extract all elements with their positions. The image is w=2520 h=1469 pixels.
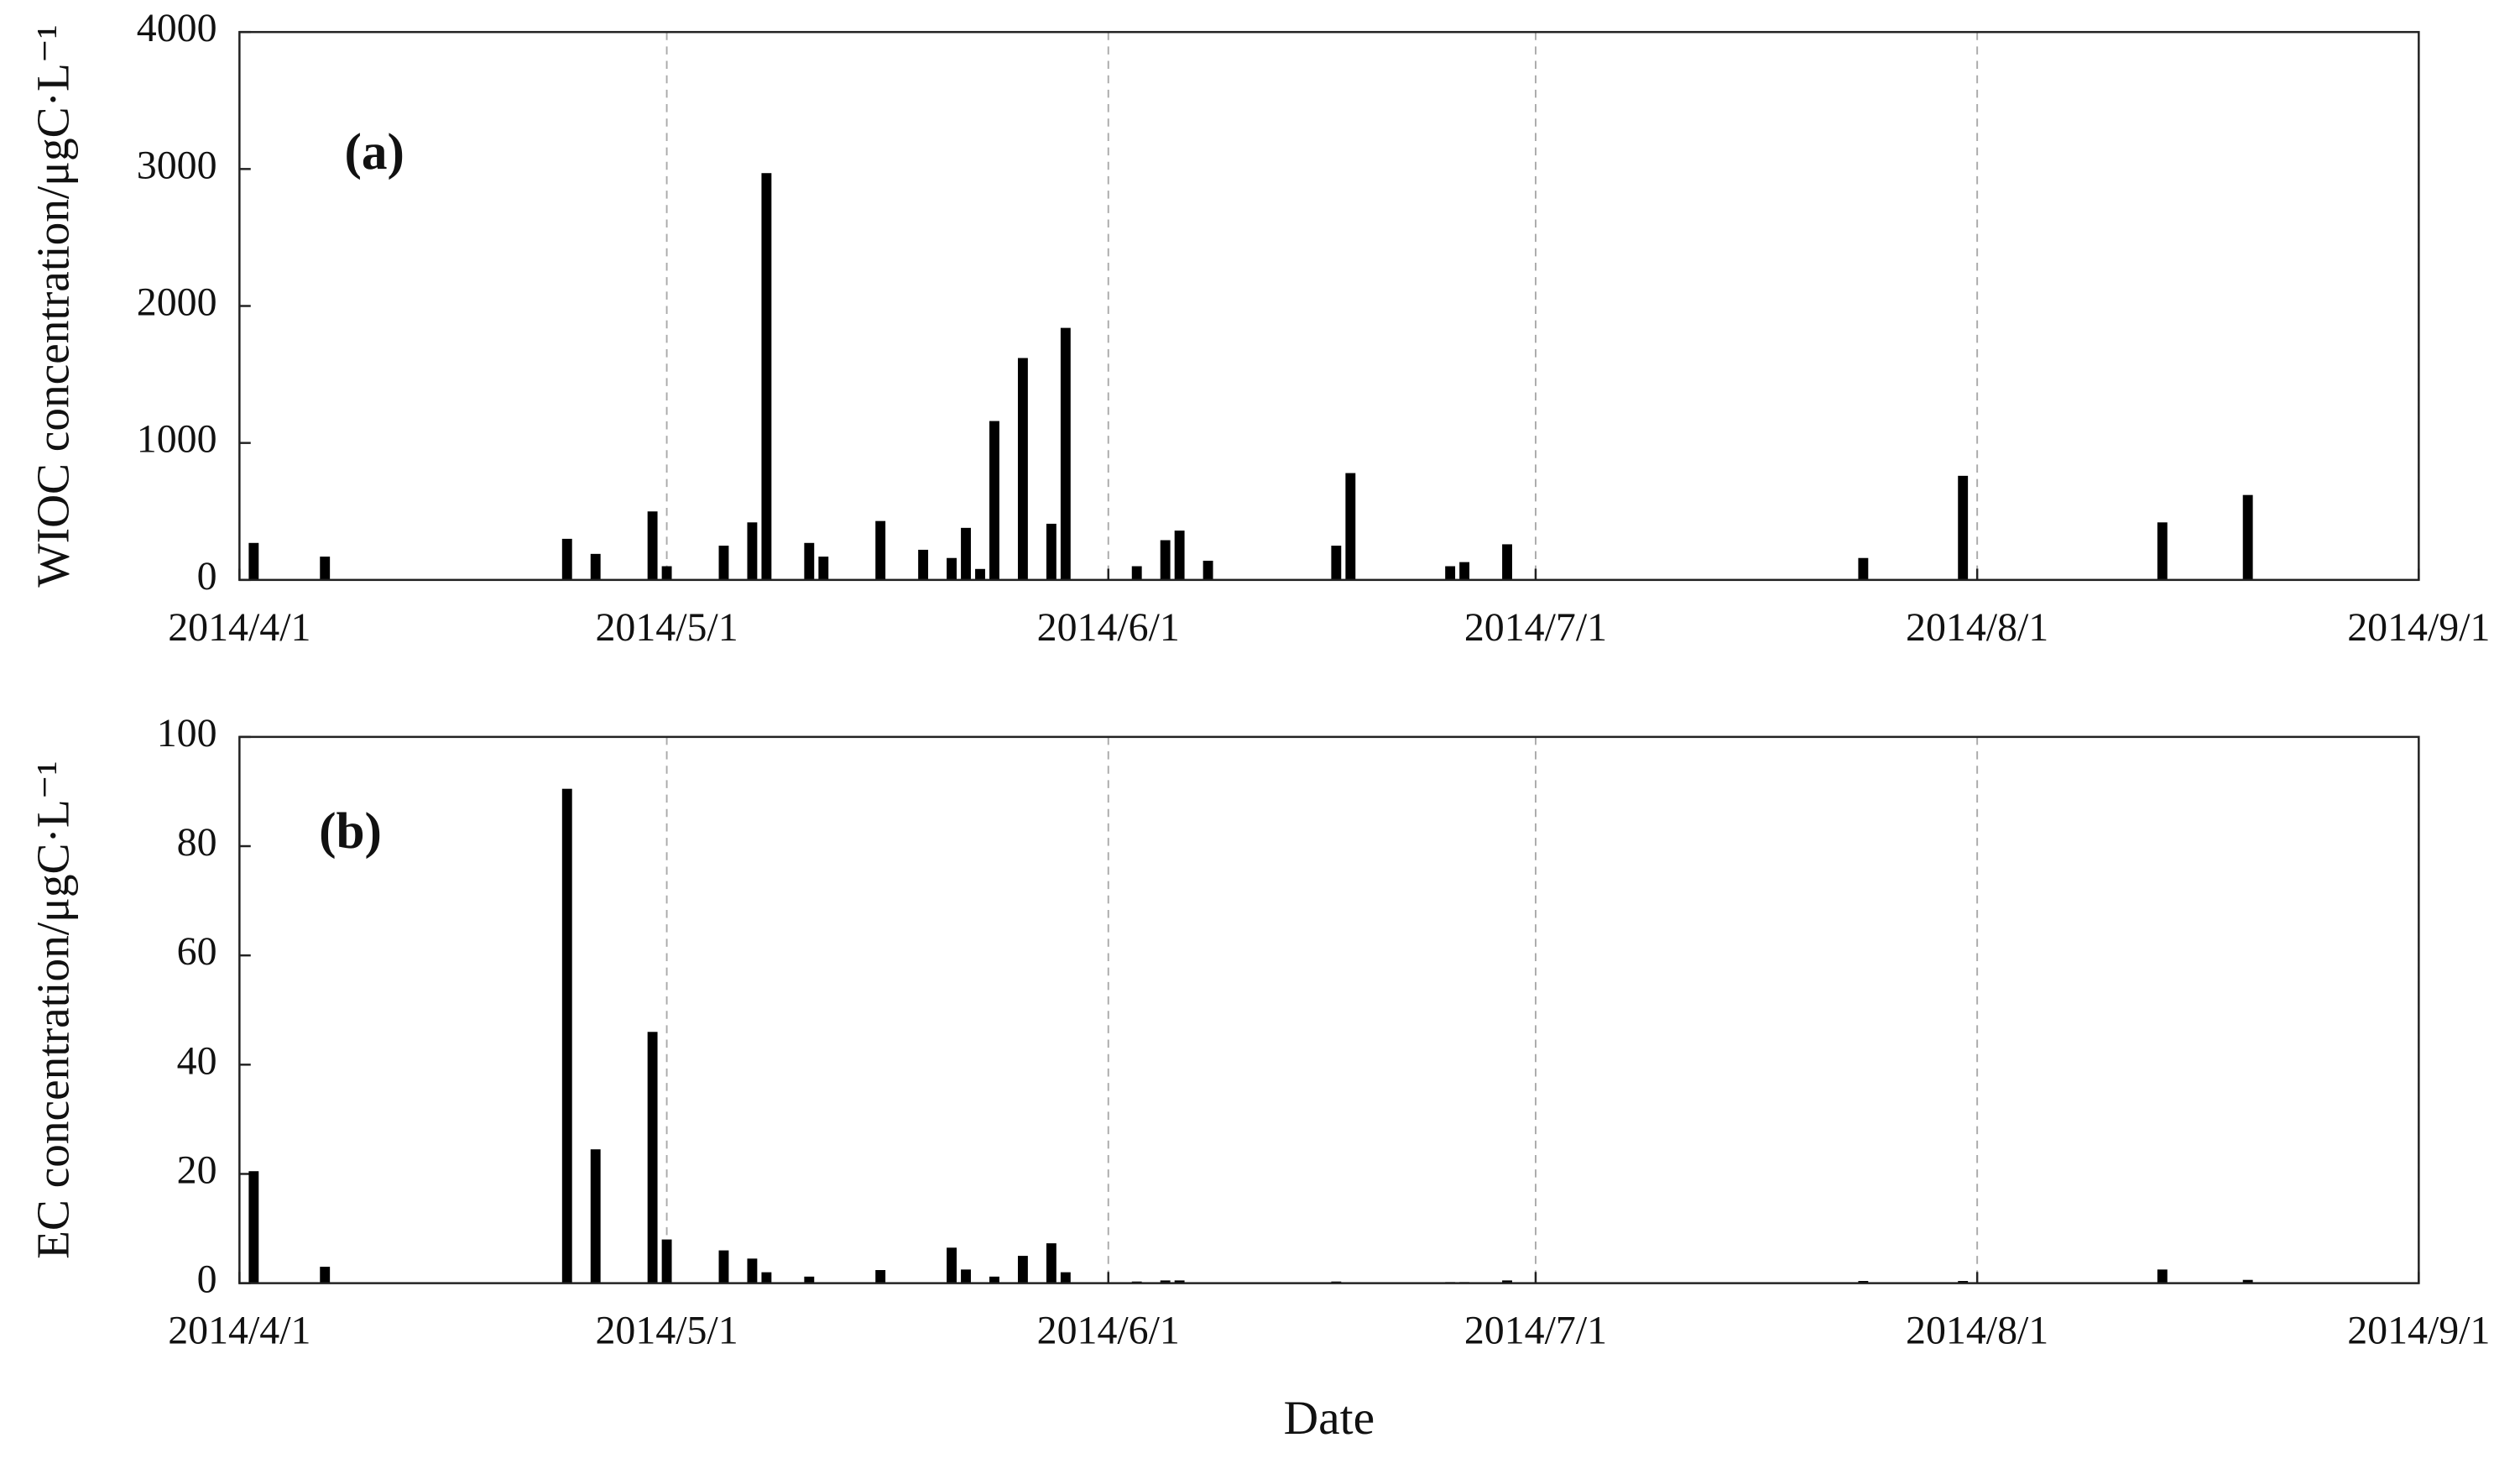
- x-tick-label: 2014/9/1: [2347, 1309, 2490, 1353]
- y-tick-label: 2000: [137, 280, 217, 325]
- bar: [947, 1247, 957, 1283]
- bar: [1502, 1280, 1512, 1283]
- bar: [718, 546, 729, 580]
- y-tick-label: 3000: [137, 143, 217, 187]
- y-tick-label: 100: [157, 711, 217, 755]
- bar: [1017, 358, 1028, 580]
- y-tick-label: 0: [197, 554, 217, 599]
- x-tick-label: 2014/7/1: [1464, 605, 1607, 650]
- bar: [1958, 475, 1969, 580]
- bar: [875, 1270, 886, 1283]
- plot-frame: [238, 30, 2420, 582]
- bar: [989, 421, 999, 580]
- bar: [1858, 1281, 1869, 1283]
- bar: [320, 557, 331, 580]
- panel-label: (b): [319, 802, 382, 860]
- x-axis-title: Date: [1284, 1392, 1375, 1445]
- bar: [989, 1276, 999, 1283]
- bar: [2157, 522, 2168, 580]
- bar: [1160, 540, 1171, 580]
- bar: [1046, 1243, 1057, 1283]
- bar: [561, 788, 572, 1283]
- x-tick-label: 2014/4/1: [168, 605, 310, 650]
- y-tick-label: 80: [177, 820, 217, 865]
- bar: [590, 1149, 601, 1283]
- y-tick-label: 1000: [137, 417, 217, 462]
- x-tick-label: 2014/6/1: [1037, 605, 1180, 650]
- bar: [1445, 566, 1456, 580]
- bar: [1858, 557, 1869, 580]
- bar: [975, 568, 985, 580]
- bar: [804, 542, 815, 580]
- bar: [1174, 531, 1185, 580]
- y-tick-label: 4000: [137, 6, 217, 50]
- bar: [1160, 1280, 1171, 1283]
- bar: [590, 553, 601, 580]
- y-tick-label: 0: [197, 1257, 217, 1302]
- bar: [1331, 546, 1342, 580]
- bar: [747, 522, 758, 580]
- x-tick-label: 2014/6/1: [1037, 1309, 1180, 1353]
- bar: [1046, 523, 1057, 580]
- bar: [248, 542, 259, 580]
- x-tick-label: 2014/8/1: [1906, 605, 2048, 650]
- x-tick-label: 2014/5/1: [595, 605, 738, 650]
- bar: [1017, 1256, 1028, 1283]
- panel-label: (a): [345, 123, 404, 180]
- bar: [1459, 562, 1470, 580]
- bar: [804, 1276, 815, 1283]
- bar: [875, 520, 886, 580]
- bar: [1174, 1280, 1185, 1283]
- bar: [761, 1272, 772, 1283]
- bar: [2242, 1279, 2253, 1283]
- x-tick-label: 2014/7/1: [1464, 1309, 1607, 1353]
- bar: [647, 1032, 658, 1283]
- x-tick-label: 2014/5/1: [595, 1309, 738, 1353]
- x-tick-label: 2014/8/1: [1906, 1309, 2048, 1353]
- y-tick-label: 20: [177, 1147, 217, 1192]
- bar: [320, 1267, 331, 1283]
- plot-frame: [238, 735, 2420, 1284]
- bar: [961, 1269, 971, 1283]
- bar: [661, 1239, 672, 1283]
- bar: [561, 538, 572, 580]
- y-tick-label: 60: [177, 929, 217, 974]
- bar: [718, 1250, 729, 1283]
- bar: [2242, 494, 2253, 580]
- bar: [747, 1258, 758, 1283]
- bar: [1060, 1272, 1071, 1283]
- bar: [761, 173, 772, 580]
- x-tick-label: 2014/4/1: [168, 1309, 310, 1353]
- bar: [818, 557, 829, 580]
- bar: [961, 527, 971, 580]
- bar: [1203, 560, 1213, 580]
- bar: [1060, 327, 1071, 580]
- y-axis-title: WIOC concentration/μgC·L⁻¹: [28, 24, 79, 587]
- x-tick-label: 2014/9/1: [2347, 605, 2490, 650]
- bar: [1502, 544, 1512, 580]
- bar: [1345, 473, 1356, 580]
- bar: [1958, 1281, 1969, 1283]
- bar: [918, 549, 929, 580]
- bar: [2157, 1269, 2168, 1283]
- y-axis-title: EC concentration/μgC·L⁻¹: [28, 761, 79, 1259]
- bar: [1131, 566, 1142, 580]
- bar: [647, 511, 658, 580]
- y-tick-label: 40: [177, 1038, 217, 1083]
- bar: [248, 1171, 259, 1283]
- bar: [661, 566, 672, 580]
- bar: [947, 557, 957, 580]
